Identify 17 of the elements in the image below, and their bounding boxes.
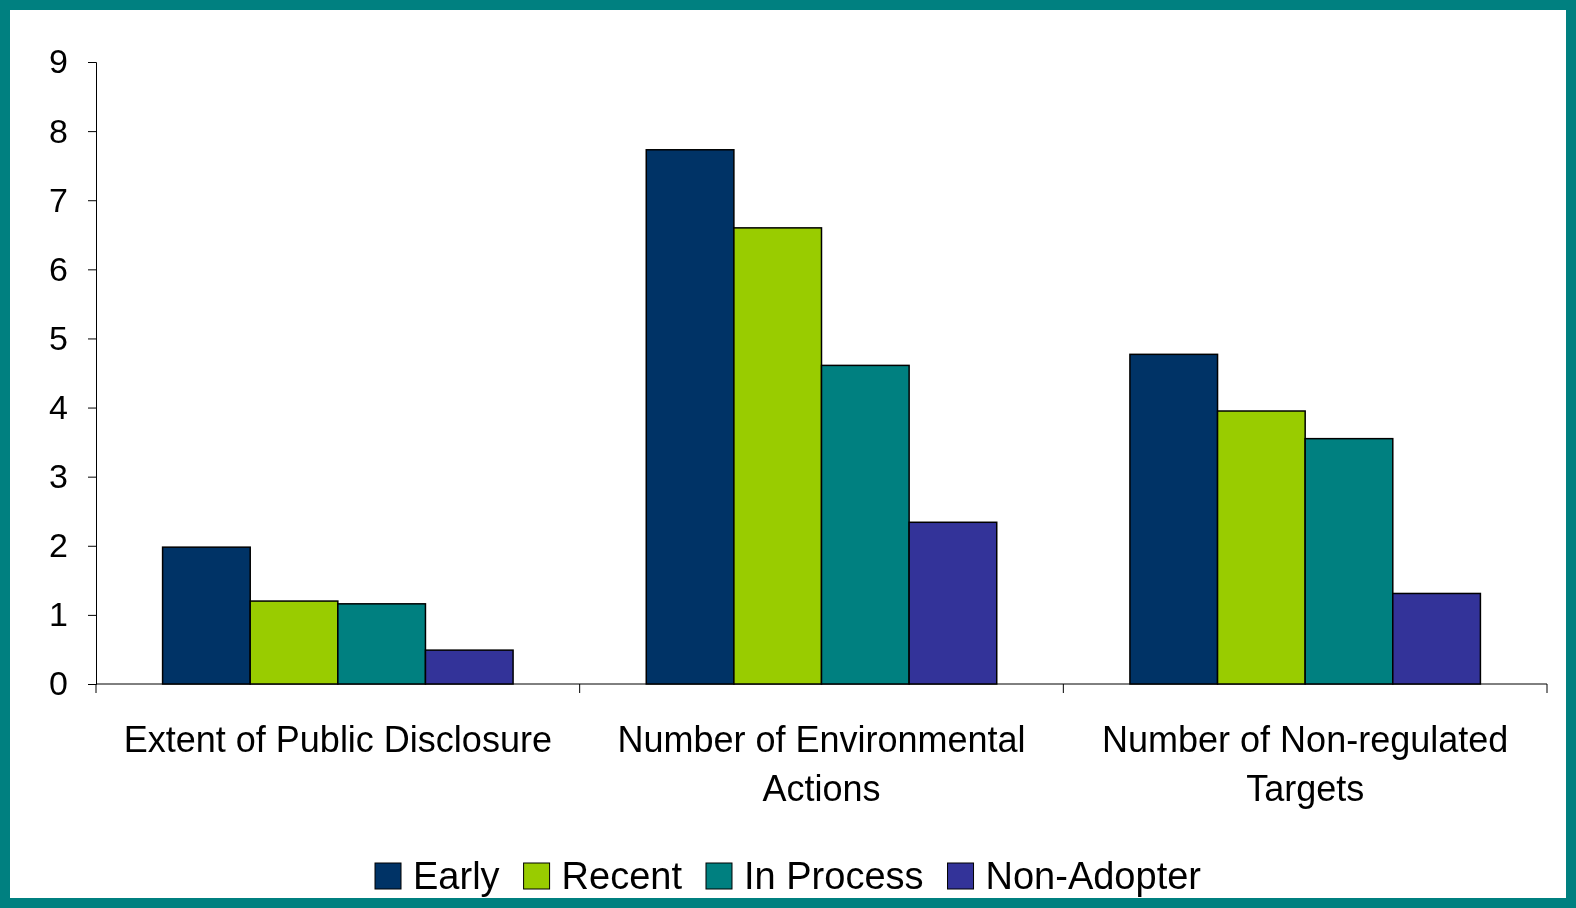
- legend-label: Recent: [561, 855, 683, 897]
- legend-label: In Process: [743, 855, 924, 897]
- y-tick-label: 2: [49, 526, 68, 565]
- y-tick-label: 3: [49, 457, 68, 496]
- y-tick-label: 1: [49, 595, 68, 634]
- y-tick-label: 5: [49, 318, 68, 357]
- y-tick-label: 6: [49, 249, 68, 288]
- legend-label: Early: [413, 855, 500, 897]
- y-tick-label: 9: [49, 42, 68, 81]
- y-tick-label: 0: [49, 664, 68, 703]
- legend-label: Non-Adopter: [985, 855, 1202, 897]
- x-tick-label: Number of Environmental Actions: [617, 719, 1026, 809]
- x-tick-label: Number of Non-regulated Targets: [1102, 719, 1509, 809]
- x-tick-label: Extent of Public Disclosure: [123, 719, 552, 760]
- y-tick-label: 4: [49, 387, 68, 426]
- y-tick-label: 8: [49, 111, 68, 150]
- y-tick-label: 7: [49, 180, 68, 219]
